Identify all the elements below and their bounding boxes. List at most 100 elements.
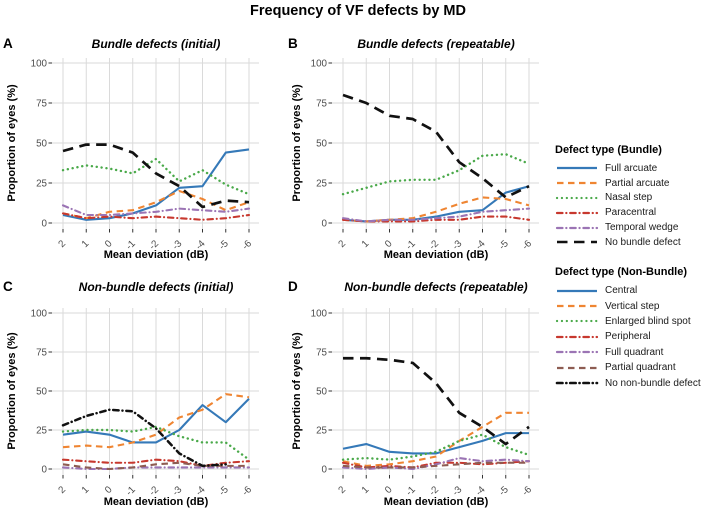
legend-item: Partial arcuate [555,176,681,191]
legend-title: Defect type (Bundle) [555,144,662,156]
svg-text:75: 75 [36,99,47,110]
legend-item-label: Full arcuate [605,162,658,174]
x-axis-title: Mean deviation (dB) [384,496,489,508]
svg-text:50: 50 [316,139,327,150]
legend-item-label: Temporal wedge [605,222,679,234]
svg-text:-6: -6 [520,484,534,498]
svg-text:100: 100 [31,59,48,70]
panel-title: Bundle defects (repeatable) [357,37,514,51]
legend-swatch-line [555,381,599,385]
panel-letter: A [3,36,13,51]
legend-item: No bundle defect [555,235,681,250]
x-axis-title: Mean deviation (dB) [384,249,489,261]
svg-text:1: 1 [80,484,92,496]
legend-swatch-line [555,196,599,200]
svg-text:75: 75 [316,348,327,359]
legend-swatch-line [557,241,597,244]
svg-text:1: 1 [360,484,372,496]
svg-text:25: 25 [316,426,327,437]
svg-text:0: 0 [42,219,48,230]
svg-text:-5: -5 [497,484,511,498]
legend-item: No non-bundle defect [555,375,701,390]
legend-item: Vertical step [555,298,701,313]
panel-letter: B [288,36,298,51]
legend-bundle: Defect type (Bundle) Full arcuate Partial… [555,144,681,250]
svg-text:25: 25 [316,179,327,190]
x-axis-title: Mean deviation (dB) [104,249,209,261]
legend-item: Peripheral [555,329,701,344]
legend-swatch-line [555,320,599,323]
legend-swatch-line [557,304,597,308]
svg-text:2: 2 [56,484,68,496]
legend-item-label: Partial quadrant [605,362,676,374]
legend-item: Enlarged blind spot [555,314,701,329]
legend-item-label: Enlarged blind spot [605,315,691,327]
legend-swatch-line [555,335,599,338]
panel-a-chart: A Bundle defects (initial) Proportion of… [3,36,259,261]
legend-item-label: Paracentral [605,207,657,219]
svg-text:1: 1 [80,238,92,250]
svg-text:100: 100 [311,59,328,70]
panel-c-chart: C Non-bundle defects (initial) Proportio… [3,279,259,508]
svg-text:50: 50 [316,387,327,398]
legend-item-label: Full quadrant [605,346,664,358]
svg-text:50: 50 [36,139,47,150]
legend-item-label: Partial arcuate [605,177,670,189]
svg-text:25: 25 [36,426,47,437]
legend-item: Paracentral [555,205,681,220]
legend-non-bundle: Defect type (Non-Bundle) Central Vertical… [555,266,701,391]
legend-items: Full arcuate Partial arcuate Nasal step Par… [555,161,681,250]
legend-item: Temporal wedge [555,220,681,235]
y-axis-title: Proportion of eyes (%) [291,84,303,202]
legend-item: Nasal step [555,191,681,206]
svg-text:0: 0 [42,465,48,476]
svg-text:50: 50 [36,387,47,398]
y-axis-title: Proportion of eyes (%) [291,332,303,450]
legend-item-label: No non-bundle defect [605,377,701,389]
panel-letter: D [288,279,298,294]
panel-b-chart: B Bundle defects (repeatable) Proportion… [288,36,539,261]
svg-text:-5: -5 [497,238,511,252]
legend-swatch-line [557,366,597,369]
figure-title: Frequency of VF defects by MD [250,3,466,19]
legend-items: Central Vertical step Enlarged blind spot P… [555,283,701,391]
svg-text:-6: -6 [520,238,534,252]
legend-item-label: Nasal step [605,192,653,204]
x-axis-title: Mean deviation (dB) [104,496,209,508]
svg-text:0: 0 [383,484,395,496]
svg-text:1: 1 [360,238,372,250]
svg-text:2: 2 [56,238,68,250]
svg-text:-6: -6 [240,238,254,252]
legend-item-label: No bundle defect [605,236,681,248]
legend-item-label: Peripheral [605,331,651,343]
svg-text:0: 0 [322,219,328,230]
svg-text:-5: -5 [217,238,231,252]
panel-title: Non-bundle defects (repeatable) [344,280,527,294]
panel-title: Bundle defects (initial) [92,37,221,51]
svg-text:100: 100 [311,309,328,320]
y-axis-title: Proportion of eyes (%) [6,84,18,202]
legend-swatch-line [555,211,599,214]
legend-title: Defect type (Non-Bundle) [555,266,687,278]
y-axis-title: Proportion of eyes (%) [6,332,18,450]
legend-item-label: Central [605,285,638,297]
legend-item: Full arcuate [555,161,681,176]
legend-swatch-line [555,351,599,354]
legend-swatch-line [557,167,597,170]
panel-title: Non-bundle defects (initial) [79,280,234,294]
svg-text:75: 75 [36,348,47,359]
legend-item: Central [555,283,701,298]
svg-text:0: 0 [322,465,328,476]
legend-swatch-line [555,226,599,229]
panel-letter: C [3,279,13,294]
svg-text:25: 25 [36,179,47,190]
legend-swatch-line [557,289,597,292]
svg-text:75: 75 [316,99,327,110]
svg-text:-5: -5 [217,484,231,498]
legend-item-label: Vertical step [605,300,660,312]
